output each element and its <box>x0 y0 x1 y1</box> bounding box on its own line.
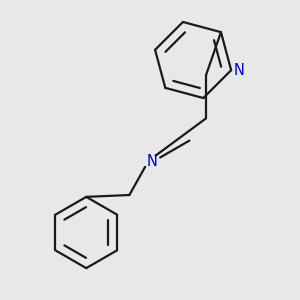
Text: N: N <box>234 63 245 78</box>
Text: N: N <box>146 154 157 169</box>
